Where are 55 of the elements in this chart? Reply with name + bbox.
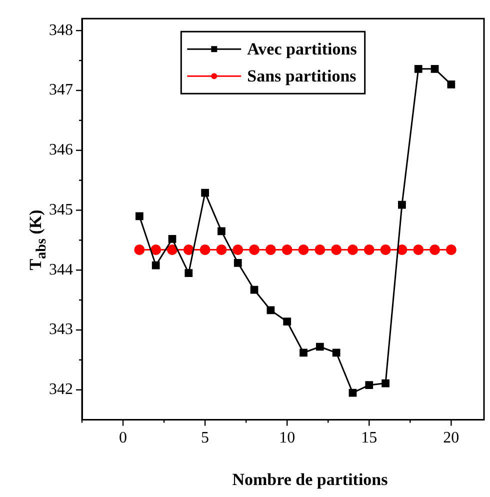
point — [166, 244, 178, 255]
point — [398, 200, 406, 209]
point — [152, 261, 160, 270]
point — [365, 381, 374, 389]
legend-label: Sans partitions — [247, 66, 357, 86]
point — [150, 244, 162, 255]
point — [332, 348, 340, 357]
point — [413, 244, 424, 255]
point — [234, 258, 242, 267]
point — [183, 244, 194, 255]
x-tick-label: 15 — [361, 430, 378, 447]
y-tick-label: 347 — [49, 82, 73, 99]
x-tick-label: 0 — [119, 430, 128, 447]
point — [218, 227, 226, 236]
point — [314, 244, 326, 255]
point — [283, 318, 292, 326]
point — [265, 244, 276, 255]
point — [184, 269, 193, 278]
point — [316, 342, 324, 351]
x-tick-label: 10 — [279, 430, 296, 447]
y-tick-label: 346 — [49, 142, 73, 159]
point — [266, 306, 275, 314]
point — [414, 64, 422, 73]
point — [380, 244, 391, 255]
point — [348, 388, 357, 397]
y-tick-label: 348 — [49, 22, 73, 39]
point — [430, 64, 439, 73]
x-tick-label: 5 — [201, 430, 210, 447]
point — [298, 244, 309, 255]
y-tick-label: 344 — [49, 261, 73, 278]
point — [430, 244, 440, 255]
point — [382, 379, 390, 388]
x-tick-label: 20 — [443, 430, 460, 447]
point — [396, 244, 408, 255]
point — [282, 244, 292, 255]
point — [347, 244, 358, 255]
y-tick-label: 342 — [49, 381, 73, 398]
point — [135, 212, 144, 220]
point — [232, 244, 244, 255]
x-axis-title: Nombre de partitions — [231, 470, 389, 490]
point — [446, 244, 456, 255]
legend-label: Avec partitions — [247, 39, 358, 58]
point — [331, 244, 342, 255]
point — [134, 244, 145, 255]
point — [300, 348, 308, 357]
point — [447, 80, 456, 88]
point — [200, 244, 210, 255]
y-tick-label: 343 — [49, 321, 73, 338]
point — [216, 244, 227, 255]
point — [201, 188, 209, 197]
point — [168, 235, 176, 243]
point — [250, 286, 258, 294]
point — [364, 244, 374, 255]
point — [249, 244, 260, 255]
y-tick-label: 345 — [49, 201, 73, 218]
